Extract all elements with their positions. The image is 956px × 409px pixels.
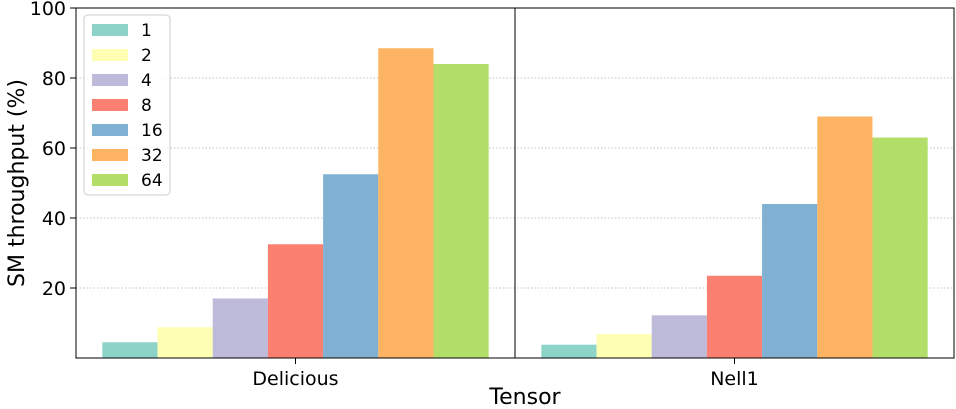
legend-label: 2 — [141, 46, 152, 66]
legend-label: 1 — [141, 21, 152, 41]
bar-delicious-1 — [102, 342, 158, 358]
legend-swatch — [92, 24, 128, 36]
bar-nell1-2 — [596, 334, 652, 358]
bar-delicious-16 — [323, 174, 379, 358]
x-axis-ticks: Delicious Nell1 — [252, 358, 759, 390]
legend-label: 4 — [141, 71, 152, 91]
bar-nell1-4 — [651, 315, 707, 358]
legend-label: 32 — [141, 146, 163, 166]
y-tick-label: 20 — [42, 278, 66, 300]
legend-label: 8 — [141, 96, 152, 116]
bar-nell1-1 — [541, 344, 597, 358]
bar-delicious-4 — [212, 298, 268, 358]
y-tick-label: 80 — [42, 68, 66, 90]
legend-label: 16 — [141, 121, 163, 141]
legend-swatch — [92, 74, 128, 86]
legend-label: 64 — [141, 171, 163, 191]
bar-delicious-32 — [378, 48, 434, 358]
bar-nell1-16 — [762, 204, 818, 358]
legend-swatch — [92, 49, 128, 61]
x-tick-label: Nell1 — [710, 368, 759, 390]
x-tick-label: Delicious — [252, 368, 338, 390]
bar-nell1-8 — [706, 275, 763, 358]
bar-nell1-64 — [872, 137, 928, 358]
bar-delicious-64 — [433, 64, 489, 358]
legend-swatch — [92, 149, 128, 161]
y-tick-label: 60 — [42, 138, 66, 160]
y-tick-label: 40 — [42, 208, 66, 230]
y-axis-ticks: 20 40 60 80 100 — [30, 0, 76, 300]
legend-swatch — [92, 174, 128, 186]
legend: 1 2 4 8 16 32 64 — [83, 14, 171, 196]
bar-delicious-2 — [157, 327, 213, 358]
y-axis-label: SM throughput (%) — [5, 79, 30, 287]
bars — [102, 48, 928, 358]
bar-nell1-32 — [817, 116, 873, 358]
legend-swatch — [92, 99, 128, 111]
legend-swatch — [92, 124, 128, 136]
y-tick-label: 100 — [30, 0, 66, 20]
plot-frame — [75, 7, 955, 359]
bar-delicious-8 — [267, 244, 324, 358]
x-axis-label: Tensor — [488, 385, 561, 409]
